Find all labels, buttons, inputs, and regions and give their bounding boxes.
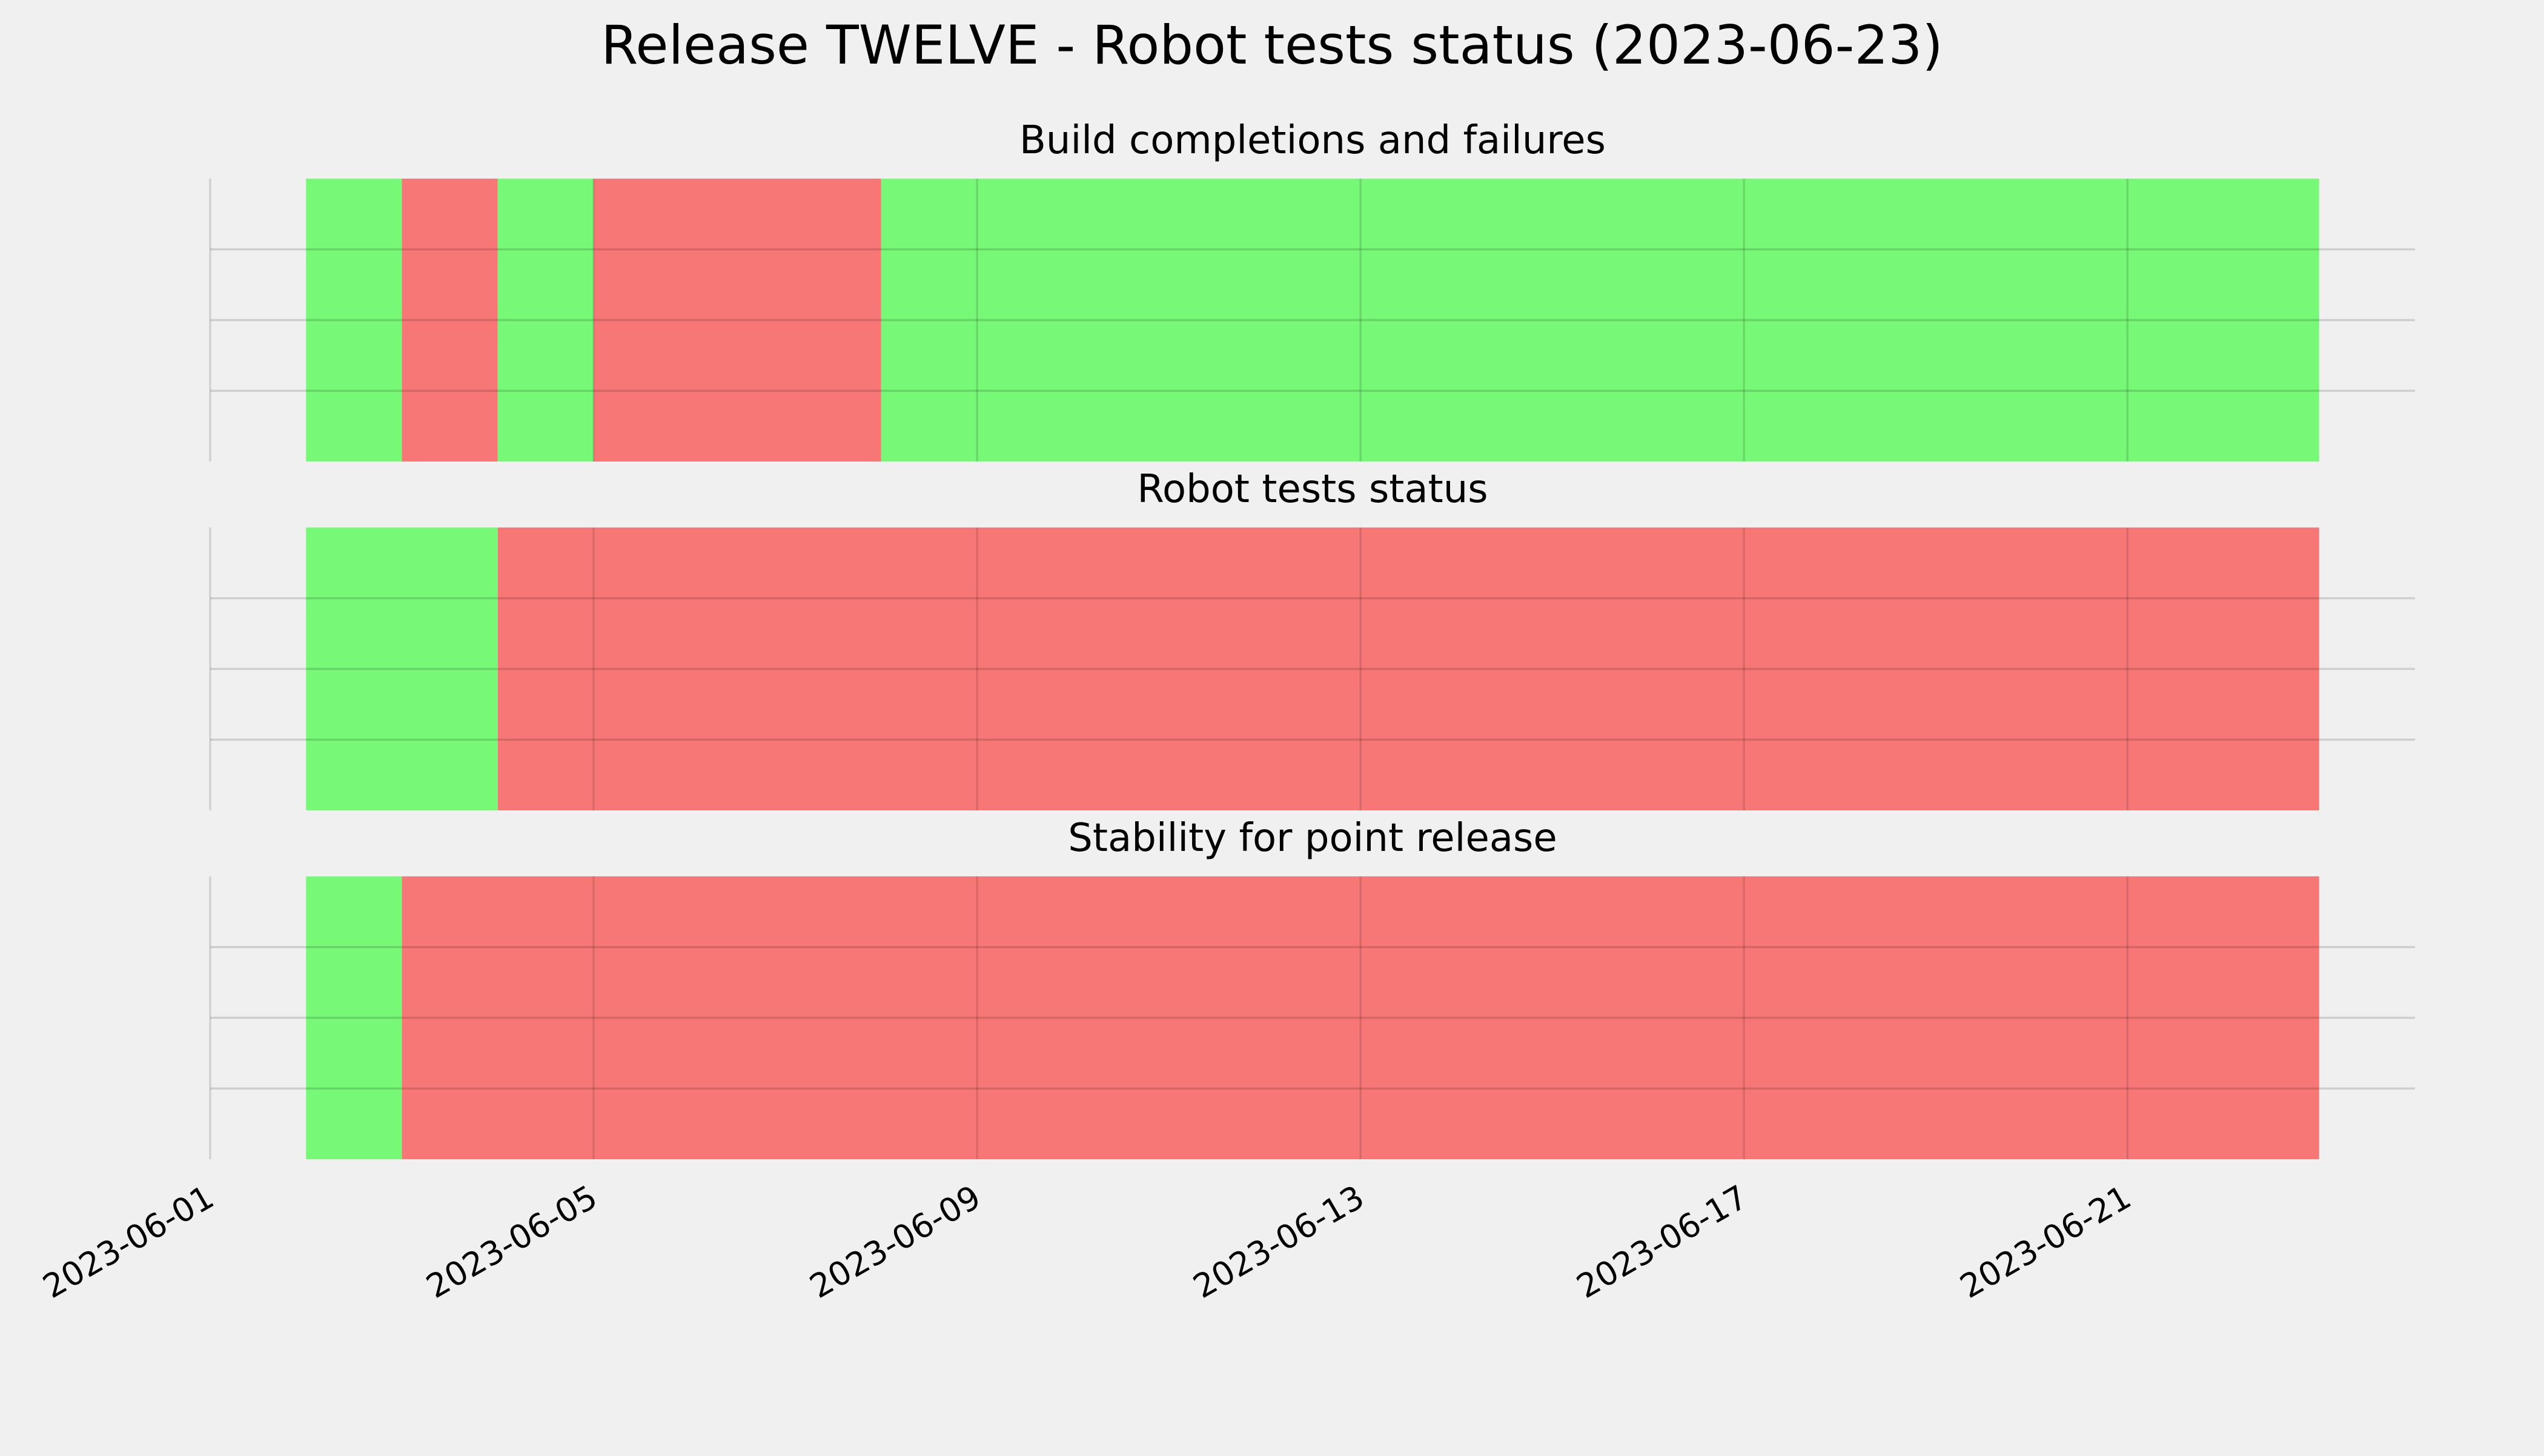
panel-title: Robot tests status (1137, 467, 1488, 512)
chart-title: Release TWELVE - Robot tests status (202… (601, 14, 1943, 76)
x-tick-label: 2023-06-09 (803, 1178, 987, 1306)
x-tick-label: 2023-06-17 (1570, 1178, 1754, 1306)
x-tick-label: 2023-06-21 (1953, 1178, 2137, 1306)
x-tick-label: 2023-06-13 (1187, 1178, 1370, 1306)
x-tick-label: 2023-06-05 (420, 1178, 603, 1306)
x-tick-label: 2023-06-01 (36, 1178, 220, 1306)
panel-title: Stability for point release (1068, 816, 1557, 861)
panel-title: Build completions and failures (1019, 118, 1606, 163)
